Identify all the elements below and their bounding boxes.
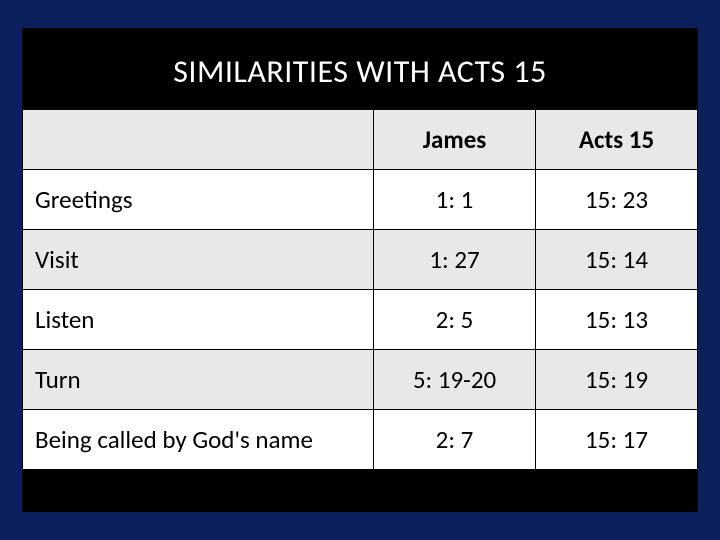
cell-james: 2: 7 [374,410,536,470]
table-row: Being called by God's name 2: 7 15: 17 [23,410,698,470]
cell-topic: Turn [23,350,374,410]
cell-acts: 15: 23 [536,170,698,230]
header-james: James [374,110,536,170]
table-row: Visit 1: 27 15: 14 [23,230,698,290]
comparison-table: James Acts 15 Greetings 1: 1 15: 23 Visi… [22,109,698,470]
header-acts: Acts 15 [536,110,698,170]
table-row: Turn 5: 19-20 15: 19 [23,350,698,410]
cell-topic: Being called by God's name [23,410,374,470]
slide-title: SIMILARITIES WITH ACTS 15 [22,28,698,109]
cell-james: 5: 19-20 [374,350,536,410]
cell-james: 1: 27 [374,230,536,290]
cell-james: 1: 1 [374,170,536,230]
cell-topic: Listen [23,290,374,350]
cell-acts: 15: 14 [536,230,698,290]
table-row: Listen 2: 5 15: 13 [23,290,698,350]
table-header-row: James Acts 15 [23,110,698,170]
cell-acts: 15: 17 [536,410,698,470]
cell-james: 2: 5 [374,290,536,350]
slide-container: SIMILARITIES WITH ACTS 15 James Acts 15 … [22,28,698,512]
header-topic [23,110,374,170]
cell-topic: Greetings [23,170,374,230]
cell-acts: 15: 19 [536,350,698,410]
cell-acts: 15: 13 [536,290,698,350]
cell-topic: Visit [23,230,374,290]
table-row: Greetings 1: 1 15: 23 [23,170,698,230]
